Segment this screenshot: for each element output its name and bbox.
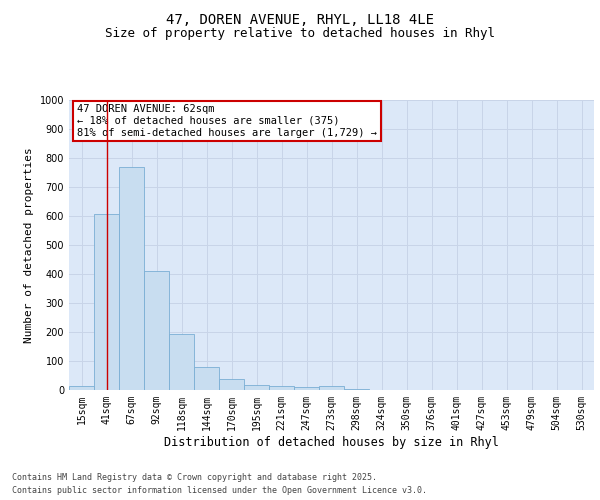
Text: Size of property relative to detached houses in Rhyl: Size of property relative to detached ho…	[105, 28, 495, 40]
Bar	[69, 386, 94, 390]
Text: Contains public sector information licensed under the Open Government Licence v3: Contains public sector information licen…	[12, 486, 427, 495]
Bar	[244, 385, 269, 390]
Bar	[119, 166, 144, 390]
Bar	[94, 214, 119, 390]
Text: 47, DOREN AVENUE, RHYL, LL18 4LE: 47, DOREN AVENUE, RHYL, LL18 4LE	[166, 12, 434, 26]
Bar	[194, 368, 219, 390]
Y-axis label: Number of detached properties: Number of detached properties	[24, 147, 34, 343]
Bar	[144, 270, 169, 390]
Bar	[344, 389, 369, 390]
X-axis label: Distribution of detached houses by size in Rhyl: Distribution of detached houses by size …	[164, 436, 499, 448]
Text: 47 DOREN AVENUE: 62sqm
← 18% of detached houses are smaller (375)
81% of semi-de: 47 DOREN AVENUE: 62sqm ← 18% of detached…	[77, 104, 377, 138]
Bar	[319, 386, 344, 390]
Text: Contains HM Land Registry data © Crown copyright and database right 2025.: Contains HM Land Registry data © Crown c…	[12, 472, 377, 482]
Bar	[169, 334, 194, 390]
Bar	[269, 386, 294, 390]
Bar	[294, 386, 319, 390]
Bar	[219, 379, 244, 390]
